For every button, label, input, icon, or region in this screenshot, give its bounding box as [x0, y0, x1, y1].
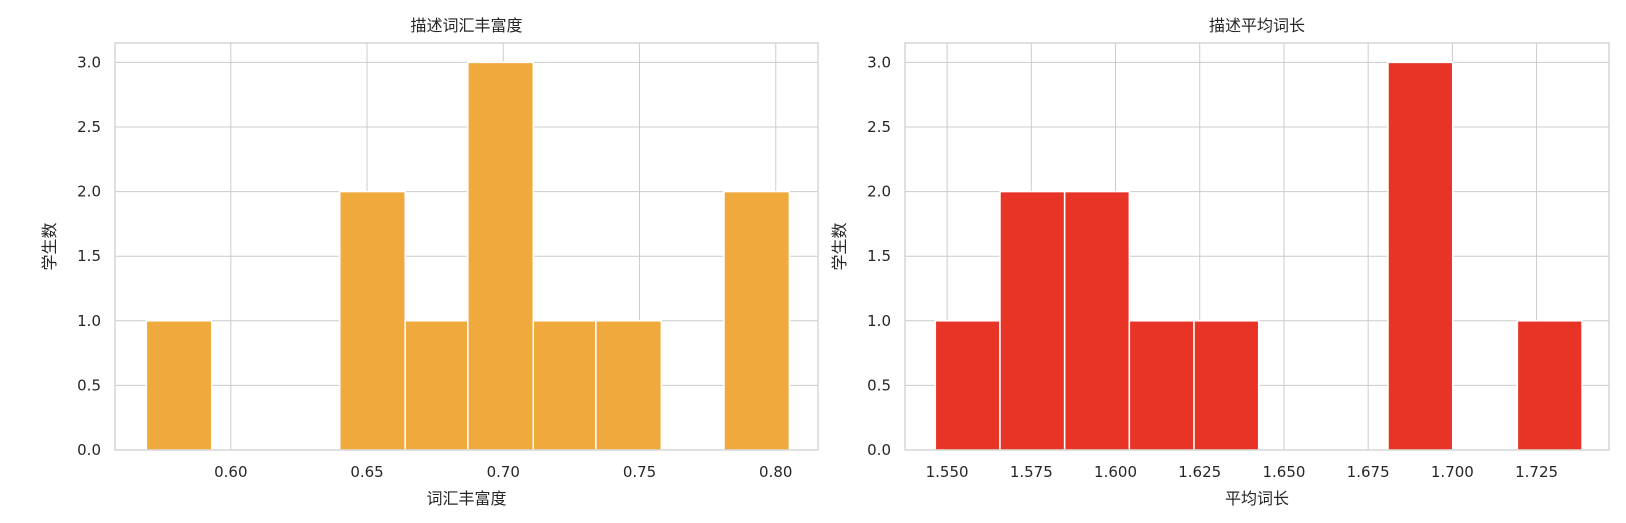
histogram-bar [1387, 61, 1454, 451]
x-tick-label: 0.70 [487, 463, 520, 481]
lexical-richness-histogram: 0.60 0.65 0.70 0.75 0.80 0.0 0.5 1.0 1.5 2.0 2.5 3.… [40, 16, 819, 508]
histogram-bar [1128, 320, 1195, 451]
x-tick-label: 1.550 [926, 463, 969, 481]
histogram-bar [1063, 190, 1131, 451]
y-axis-label: 学生数 [40, 222, 59, 270]
plot-frame [114, 42, 819, 451]
x-tick-label: 0.75 [623, 463, 656, 481]
x-tick-label: 1.600 [1094, 463, 1137, 481]
histogram-bar [934, 320, 1001, 451]
average-word-length-histogram: 1.550 1.575 1.600 1.625 1.650 1.675 1.700 1.725… [830, 16, 1610, 508]
y-tick-label: 2.0 [867, 183, 891, 201]
x-tick-label: 1.650 [1262, 463, 1305, 481]
y-tick-label: 0.5 [77, 376, 101, 394]
y-tick-label: 3.0 [867, 53, 891, 71]
y-tick-label: 1.0 [867, 312, 891, 330]
chart-title: 描述平均词长 [1209, 16, 1305, 35]
plot-frame [904, 42, 1610, 451]
x-tick-label: 1.625 [1178, 463, 1221, 481]
histogram-bar [404, 320, 469, 451]
y-tick-label: 0.5 [867, 376, 891, 394]
y-tick-label: 2.5 [77, 118, 101, 136]
histogram-bar [595, 320, 663, 451]
histogram-bar [1193, 320, 1260, 451]
y-tick-label: 2.5 [867, 118, 891, 136]
histogram-bar [1516, 320, 1583, 451]
y-tick-label: 1.5 [867, 247, 891, 265]
y-tick-label: 1.5 [77, 247, 101, 265]
x-axis-label: 平均词长 [1225, 489, 1289, 508]
chart-title: 描述词汇丰富度 [410, 16, 522, 35]
histogram-bar [532, 320, 597, 451]
histogram-bar [467, 61, 535, 451]
x-tick-label: 1.700 [1431, 463, 1474, 481]
histogram-bar [145, 320, 213, 451]
y-tick-label: 3.0 [77, 53, 101, 71]
histogram-bar [339, 190, 406, 451]
y-tick-label: 0.0 [77, 441, 101, 459]
x-tick-label: 0.60 [214, 463, 247, 481]
x-tick-label: 0.80 [759, 463, 792, 481]
x-axis-label: 词汇丰富度 [426, 489, 506, 508]
x-tick-label: 1.575 [1010, 463, 1053, 481]
x-tick-label: 0.65 [350, 463, 383, 481]
histogram-bar [999, 190, 1066, 451]
y-tick-label: 0.0 [867, 441, 891, 459]
histogram-bar [723, 190, 791, 451]
x-tick-label: 1.725 [1515, 463, 1558, 481]
y-tick-label: 1.0 [77, 312, 101, 330]
x-tick-label: 1.675 [1347, 463, 1390, 481]
y-axis-label: 学生数 [830, 222, 849, 270]
y-tick-label: 2.0 [77, 183, 101, 201]
